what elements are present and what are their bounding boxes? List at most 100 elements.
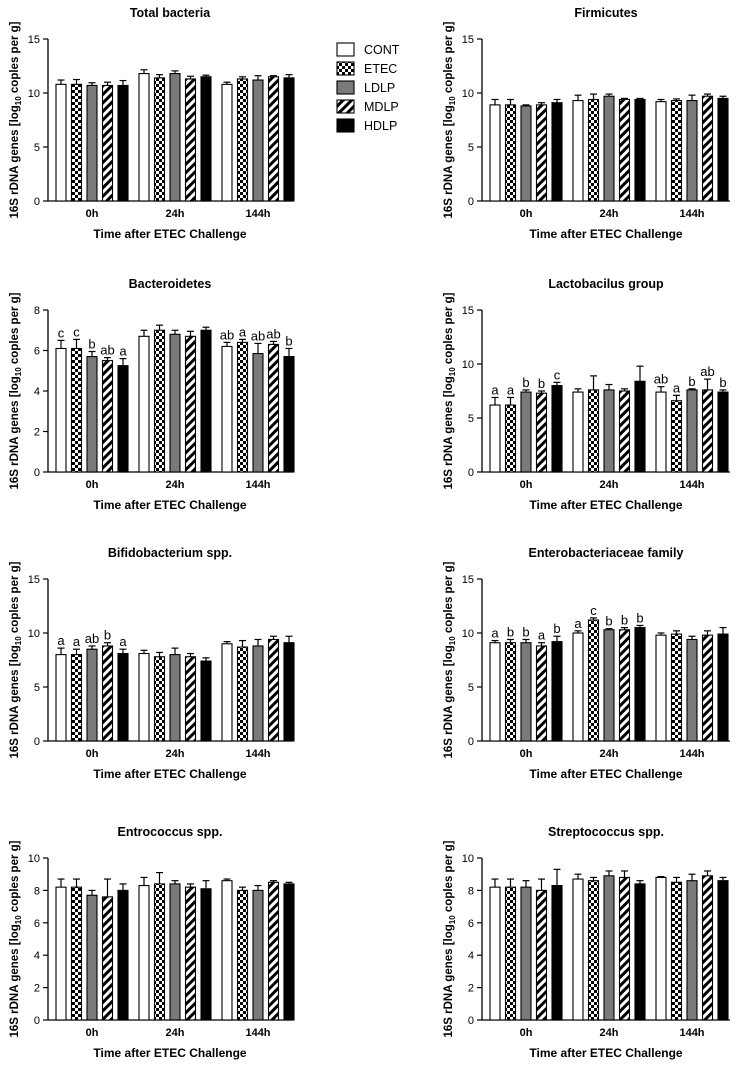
bar-mdlp-24h (618, 98, 631, 202)
bar-etec-0h (70, 886, 83, 1021)
y-axis-label: 16S rDNA genes [log10 coples per g] (443, 840, 457, 1037)
y-axis-label: 16S rDNA genes [log10 coples per g] (443, 21, 457, 218)
bar-cont-0h (55, 83, 67, 202)
bar-cont-144h (221, 880, 233, 1021)
significance-letter: b (522, 624, 529, 639)
y-tick-label: 5 (468, 413, 474, 425)
x-axis-label: Time after ETEC Challenge (93, 1046, 246, 1060)
y-tick-label: 15 (28, 34, 40, 46)
bar-ldlp-144h (686, 880, 698, 1021)
bar-etec-144h (236, 341, 249, 473)
y-tick-label: 8 (34, 305, 40, 317)
bar-ldlp-24h (169, 654, 181, 742)
bar-mdlp-0h (101, 896, 114, 1021)
x-tick-label: 144h (679, 208, 704, 220)
x-tick-label: 0h (520, 748, 533, 760)
legend-label-hdlp: HDLP (364, 119, 397, 133)
bar-etec-0h (504, 642, 517, 742)
y-axis-label: 16S rDNA genes [log10 coples per g] (443, 561, 457, 758)
bar-hdlp-0h (117, 652, 129, 742)
x-axis-label: Time after ETEC Challenge (529, 1046, 682, 1060)
bar-ldlp-24h (169, 333, 181, 473)
y-tick-label: 0 (34, 196, 40, 208)
bar-ldlp-144h (252, 889, 264, 1021)
x-tick-label: 24h (600, 748, 619, 760)
x-tick-label: 24h (166, 748, 185, 760)
y-tick-label: 5 (34, 142, 40, 154)
x-tick-label: 24h (600, 208, 619, 220)
x-tick-label: 144h (679, 1027, 704, 1039)
bar-cont-0h (489, 642, 501, 742)
bar-mdlp-0h (101, 360, 114, 473)
y-tick-label: 10 (462, 88, 474, 100)
bar-hdlp-0h (117, 365, 129, 473)
bar-mdlp-144h (267, 881, 280, 1021)
x-tick-label: 0h (520, 208, 533, 220)
bar-etec-0h (504, 886, 517, 1021)
bar-etec-0h (504, 104, 517, 202)
bar-hdlp-0h (117, 84, 129, 202)
bar-cont-0h (55, 654, 67, 742)
legend-label-cont: CONT (364, 43, 400, 57)
x-tick-label: 0h (86, 479, 99, 491)
bar-cont-144h (221, 345, 233, 473)
significance-letter: ab (251, 328, 265, 343)
significance-letter: ab (266, 326, 280, 341)
x-tick-label: 0h (86, 208, 99, 220)
bar-hdlp-0h (117, 889, 129, 1021)
panel-5: Enterobacteriaceae family 0 5 10 15 16S rDNA … (443, 546, 730, 781)
bar-ldlp-24h (603, 95, 615, 202)
bar-mdlp-0h (101, 645, 114, 742)
bar-mdlp-24h (184, 335, 197, 473)
panel-title: Entrococcus spp. (118, 825, 223, 839)
significance-letter: b (636, 610, 643, 625)
bar-etec-0h (70, 654, 83, 742)
x-tick-label: 144h (245, 1027, 270, 1039)
bar-etec-0h (70, 83, 83, 202)
y-tick-label: 10 (462, 628, 474, 640)
bar-hdlp-24h (634, 883, 646, 1021)
bar-mdlp-144h (701, 634, 714, 742)
legend-label-mdlp: MDLP (364, 100, 399, 114)
y-tick-label: 15 (462, 574, 474, 586)
bar-mdlp-24h (184, 656, 197, 742)
legend-swatch-hdlp (336, 118, 355, 133)
significance-letter: a (73, 634, 81, 649)
bar-mdlp-144h (267, 343, 280, 473)
x-axis-label: Time after ETEC Challenge (93, 767, 246, 781)
bar-etec-24h (153, 77, 166, 202)
bar-cont-0h (489, 404, 501, 473)
y-axis-label: 16S rDNA genes [log10 coples per g] (9, 840, 23, 1037)
y-tick-label: 15 (462, 34, 474, 46)
bar-hdlp-144h (283, 642, 295, 742)
bar-mdlp-0h (535, 889, 548, 1021)
bar-cont-0h (489, 104, 501, 202)
bar-etec-24h (153, 883, 166, 1021)
x-tick-label: 0h (520, 1027, 533, 1039)
significance-letter: a (239, 324, 247, 339)
bar-hdlp-24h (200, 76, 212, 202)
bar-etec-0h (70, 347, 83, 473)
significance-letter: a (574, 616, 582, 631)
y-tick-label: 4 (34, 386, 40, 398)
legend-swatch-mdlp (336, 99, 355, 114)
x-tick-label: 24h (600, 1027, 619, 1039)
panel-6: Entrococcus spp. 0 2 4 6 8 10 16S rDNA genes [l… (9, 825, 295, 1060)
significance-letter: a (57, 633, 65, 648)
bar-etec-144h (670, 633, 683, 742)
bar-hdlp-24h (200, 329, 212, 473)
bar-cont-0h (55, 886, 67, 1021)
bar-ldlp-0h (520, 642, 532, 742)
y-axis-label: 16S rDNA genes [log10 coples per g] (9, 561, 23, 758)
bar-ldlp-144h (252, 645, 264, 742)
x-axis-label: Time after ETEC Challenge (93, 227, 246, 241)
legend-swatch-ldlp (336, 80, 355, 95)
significance-letter: b (688, 374, 695, 389)
significance-letter: c (590, 603, 597, 618)
y-tick-label: 10 (28, 853, 40, 865)
significance-letter: a (538, 628, 546, 643)
bar-etec-24h (153, 656, 166, 742)
y-tick-label: 8 (34, 885, 40, 897)
bar-etec-144h (236, 78, 249, 202)
